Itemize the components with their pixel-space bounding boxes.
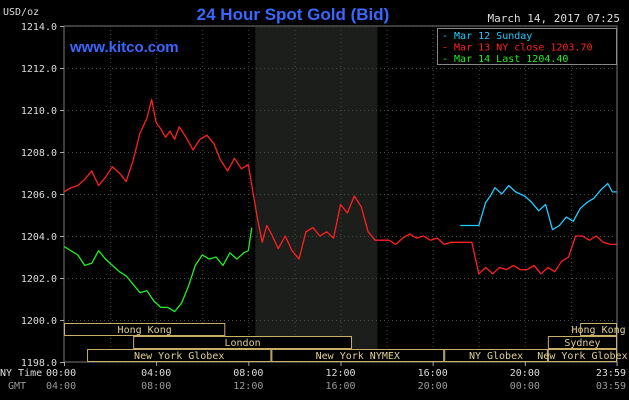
y-tick-label: 1212.0 [21, 64, 57, 75]
unit-label: USD/oz [3, 7, 39, 18]
grid-lines [64, 26, 617, 363]
session-bar: New York NYMEX [271, 349, 445, 362]
legend-entry: - Mar 14 Last 1204.40 [442, 54, 568, 65]
session-label: London [225, 338, 261, 349]
x-tick-label-gmt: 00:00 [510, 381, 540, 392]
session-bar: London [133, 336, 353, 349]
x-axis-tick-labels: 00:00 04:00 04:00 08:00 08:00 12:00 12:00 16:00… [46, 362, 626, 392]
x-tick-label-gmt: 12:00 [233, 381, 263, 392]
legend: - Mar 12 Sunday- Mar 13 NY close 1203.70… [437, 28, 617, 65]
y-tick-label: 1208.0 [21, 148, 57, 159]
x-tick-label-gmt: 08:00 [141, 381, 171, 392]
session-box [444, 349, 548, 362]
session-box [87, 349, 272, 362]
chart-date: March 14, 2017 07:25 [488, 12, 620, 25]
y-tick-label: 1200.0 [21, 316, 57, 327]
session-bar: Hong Kong [64, 323, 226, 336]
price-series [63, 98, 617, 313]
session-label: New York NYMEX [316, 351, 400, 362]
session-label: New York Globex [134, 351, 224, 362]
y-tick-label: 1214.0 [21, 22, 57, 33]
session-bar: Sydney [547, 336, 617, 349]
y-axis-tick-labels: 1214.0 1212.0 1210.0 1208.0 1206.0 1204.0 1202… [21, 22, 64, 369]
x-tick-label-ny: 08:00 [233, 368, 263, 379]
chart-title: 24 Hour Spot Gold (Bid) [197, 5, 390, 24]
session-box [547, 349, 617, 362]
series-line [460, 182, 617, 231]
y-tick-label: 1198.0 [21, 358, 57, 369]
x-tick-label-gmt: 16:00 [325, 381, 355, 392]
session-label: NY Globex [469, 351, 523, 362]
legend-box [437, 28, 617, 65]
y-tick-label: 1206.0 [21, 190, 57, 201]
session-box [580, 323, 618, 336]
y-tick-label: 1210.0 [21, 106, 57, 117]
session-bar: New York Globex [537, 349, 628, 362]
session-label: New York Globex [537, 351, 627, 362]
session-box [271, 349, 445, 362]
x-tick-label-ny: 23:59 [596, 368, 626, 379]
session-bar: New York Globex [87, 349, 272, 362]
session-box [133, 336, 353, 349]
legend-entry: - Mar 13 NY close 1203.70 [442, 43, 593, 54]
x-tick-label-ny: 16:00 [418, 368, 448, 379]
session-label: Hong Kong [118, 325, 172, 336]
legend-entry: - Mar 12 Sunday [442, 31, 532, 42]
x-tick-label-ny: 20:00 [510, 368, 540, 379]
x-tick-label-gmt: 04:00 [46, 381, 76, 392]
y-tick-label: 1204.0 [21, 232, 57, 243]
series-line [63, 98, 617, 275]
ny-time-axis-name: NY Time [0, 368, 42, 379]
session-bar: NY Globex [444, 349, 548, 362]
x-tick-label-ny: 00:00 [46, 368, 76, 379]
x-tick-label-gmt: 03:59 [596, 381, 626, 392]
session-box [64, 323, 226, 336]
session-bar: Hong Kong [571, 323, 626, 336]
y-tick-label: 1202.0 [21, 274, 57, 285]
gmt-axis-name: GMT [8, 381, 26, 392]
x-tick-label-ny: 04:00 [141, 368, 171, 379]
series-line [63, 227, 253, 313]
session-box [547, 336, 617, 349]
x-tick-label-ny: 12:00 [325, 368, 355, 379]
x-tick-label-gmt: 20:00 [418, 381, 448, 392]
site-watermark: www.kitco.com [69, 39, 179, 56]
session-label: Sydney [564, 338, 600, 349]
session-label: Hong Kong [571, 325, 625, 336]
